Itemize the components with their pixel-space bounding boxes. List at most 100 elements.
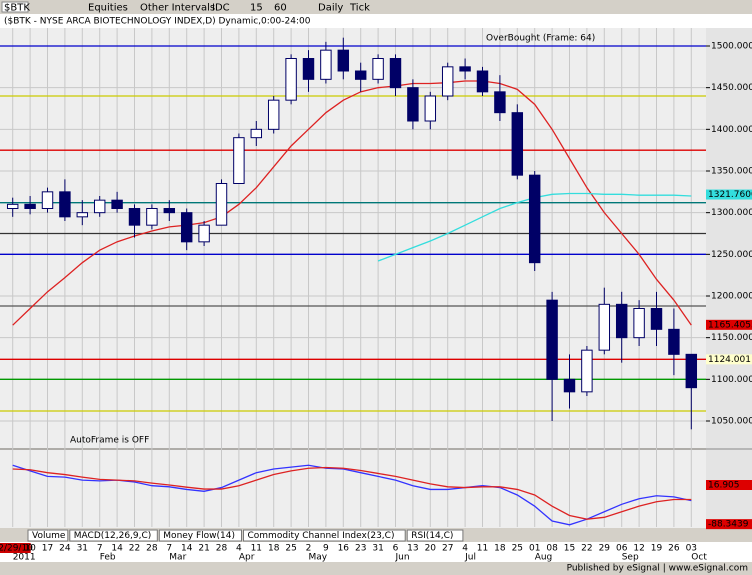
candle-body <box>6 203 19 209</box>
x-tick-label: 21 <box>198 544 209 554</box>
price-marker <box>706 354 752 365</box>
month-label: Jul <box>464 553 476 563</box>
chart-title: ($BTK - NYSE ARCA BIOTECHNOLOGY INDEX,D)… <box>4 17 311 27</box>
tab-label[interactable]: MACD(12,26,9,C) <box>74 531 152 541</box>
candle-body <box>146 208 158 226</box>
price-marker-label: 1124.0011 <box>708 355 752 365</box>
x-tick-label: 14 <box>181 544 193 554</box>
x-tick-label: 13 <box>407 544 418 554</box>
y-tick-label: 1500.000 <box>711 42 752 52</box>
x-tick-label: 25 <box>285 544 296 554</box>
candle-body <box>24 203 36 209</box>
toolbar <box>0 0 752 14</box>
candle-body <box>198 224 210 243</box>
y-tick-label: 1150.000 <box>711 333 752 343</box>
tab[interactable] <box>406 529 464 542</box>
candle-body <box>668 328 680 355</box>
tab[interactable] <box>158 529 242 542</box>
x-tick-label: 31 <box>372 544 383 554</box>
candle-body <box>459 66 471 72</box>
x-tick-label: 12/29/10 <box>0 544 33 554</box>
month-label: Sep <box>622 553 639 563</box>
indicator-line <box>12 466 692 520</box>
y-tick-label: 1400.000 <box>711 125 752 135</box>
candle-body <box>511 112 524 176</box>
macd-panel <box>0 450 706 528</box>
candle-body <box>163 208 176 214</box>
right-axis <box>706 28 752 528</box>
y-tick-label: 1450.000 <box>711 83 752 93</box>
price-marker-label: 1165.40555 <box>708 320 752 330</box>
tab-label[interactable]: RSI(14,C) <box>411 531 453 541</box>
x-tick-label: 23 <box>355 544 366 554</box>
x-tick-label: 6 <box>393 544 399 554</box>
x-tick-highlight <box>0 543 31 553</box>
x-tick-label: 18 <box>494 544 506 554</box>
x-tick-label: 7 <box>97 544 103 554</box>
title-bar <box>0 14 752 28</box>
x-tick-label: 11 <box>251 544 262 554</box>
candle-body <box>128 208 141 226</box>
y-tick-label: 1200.000 <box>711 292 752 302</box>
tab-label[interactable]: Commodity Channel Index(23,C) <box>248 531 395 541</box>
x-tick-label: 15 <box>564 544 575 554</box>
candle-body <box>354 70 367 80</box>
tab-label[interactable]: Money Flow(14) <box>163 531 235 541</box>
tab[interactable] <box>69 529 158 542</box>
candle-body <box>389 58 402 89</box>
price-marker <box>706 519 752 530</box>
toolbar-item[interactable]: Tick <box>349 3 370 14</box>
candle-body <box>215 183 228 226</box>
candle-body <box>546 299 558 380</box>
x-tick-label: 22 <box>581 544 592 554</box>
candle-body <box>250 128 263 139</box>
x-tick-label: 11 <box>477 544 488 554</box>
month-label: Mar <box>169 553 186 563</box>
candle-body <box>111 199 123 210</box>
x-tick-label: 29 <box>599 544 611 554</box>
month-label: Feb <box>100 553 116 563</box>
candle-body <box>685 353 698 389</box>
x-tick-label: 2 <box>306 544 312 554</box>
x-tick-label: 25 <box>512 544 523 554</box>
x-tick-label: 03 <box>686 544 697 554</box>
x-tick-label: 18 <box>268 544 280 554</box>
candle-body <box>598 303 611 351</box>
candle-body <box>372 58 384 80</box>
price-marker <box>706 480 752 491</box>
candle-body <box>93 199 106 214</box>
month-label: Oct <box>691 553 707 563</box>
x-tick-label: 14 <box>111 544 123 554</box>
y-tick-label: 1300.000 <box>711 208 752 218</box>
month-label: Jun <box>395 553 410 563</box>
x-tick-label: 16 <box>338 544 350 554</box>
toolbar-item[interactable]: 60 <box>274 3 287 14</box>
toolbar-item[interactable]: Daily <box>318 3 343 14</box>
candle-body <box>424 95 437 122</box>
tab-label[interactable]: Volume <box>32 531 66 541</box>
x-tick-label: 4 <box>236 544 242 554</box>
x-tick-label: 9 <box>323 544 329 554</box>
x-tick-label: 12 <box>633 544 644 554</box>
tab[interactable] <box>27 529 69 542</box>
toolbar-item[interactable]: Equities <box>88 3 128 14</box>
candle-body <box>285 58 297 101</box>
toolbar-item[interactable]: 15 <box>250 3 263 14</box>
annotation: AutoFrame is OFF <box>70 436 149 446</box>
x-tick-label: 31 <box>77 544 88 554</box>
symbol-box[interactable] <box>1 1 29 13</box>
month-label: May <box>309 553 328 563</box>
candle-body <box>563 378 576 393</box>
y-tick-label: 1250.000 <box>711 250 752 260</box>
price-marker-label: -88.3439 <box>708 520 749 530</box>
footer: Published by eSignal | www.eSignal.com <box>567 564 748 574</box>
candle-body <box>407 87 419 122</box>
y-tick-label: 1350.000 <box>711 167 752 177</box>
candle-body <box>441 66 454 97</box>
tab[interactable] <box>243 529 406 542</box>
toolbar-item[interactable]: Other Intervals <box>140 3 215 14</box>
x-tick-label: 06 <box>616 544 628 554</box>
toolbar-item[interactable]: IDC <box>212 3 230 14</box>
